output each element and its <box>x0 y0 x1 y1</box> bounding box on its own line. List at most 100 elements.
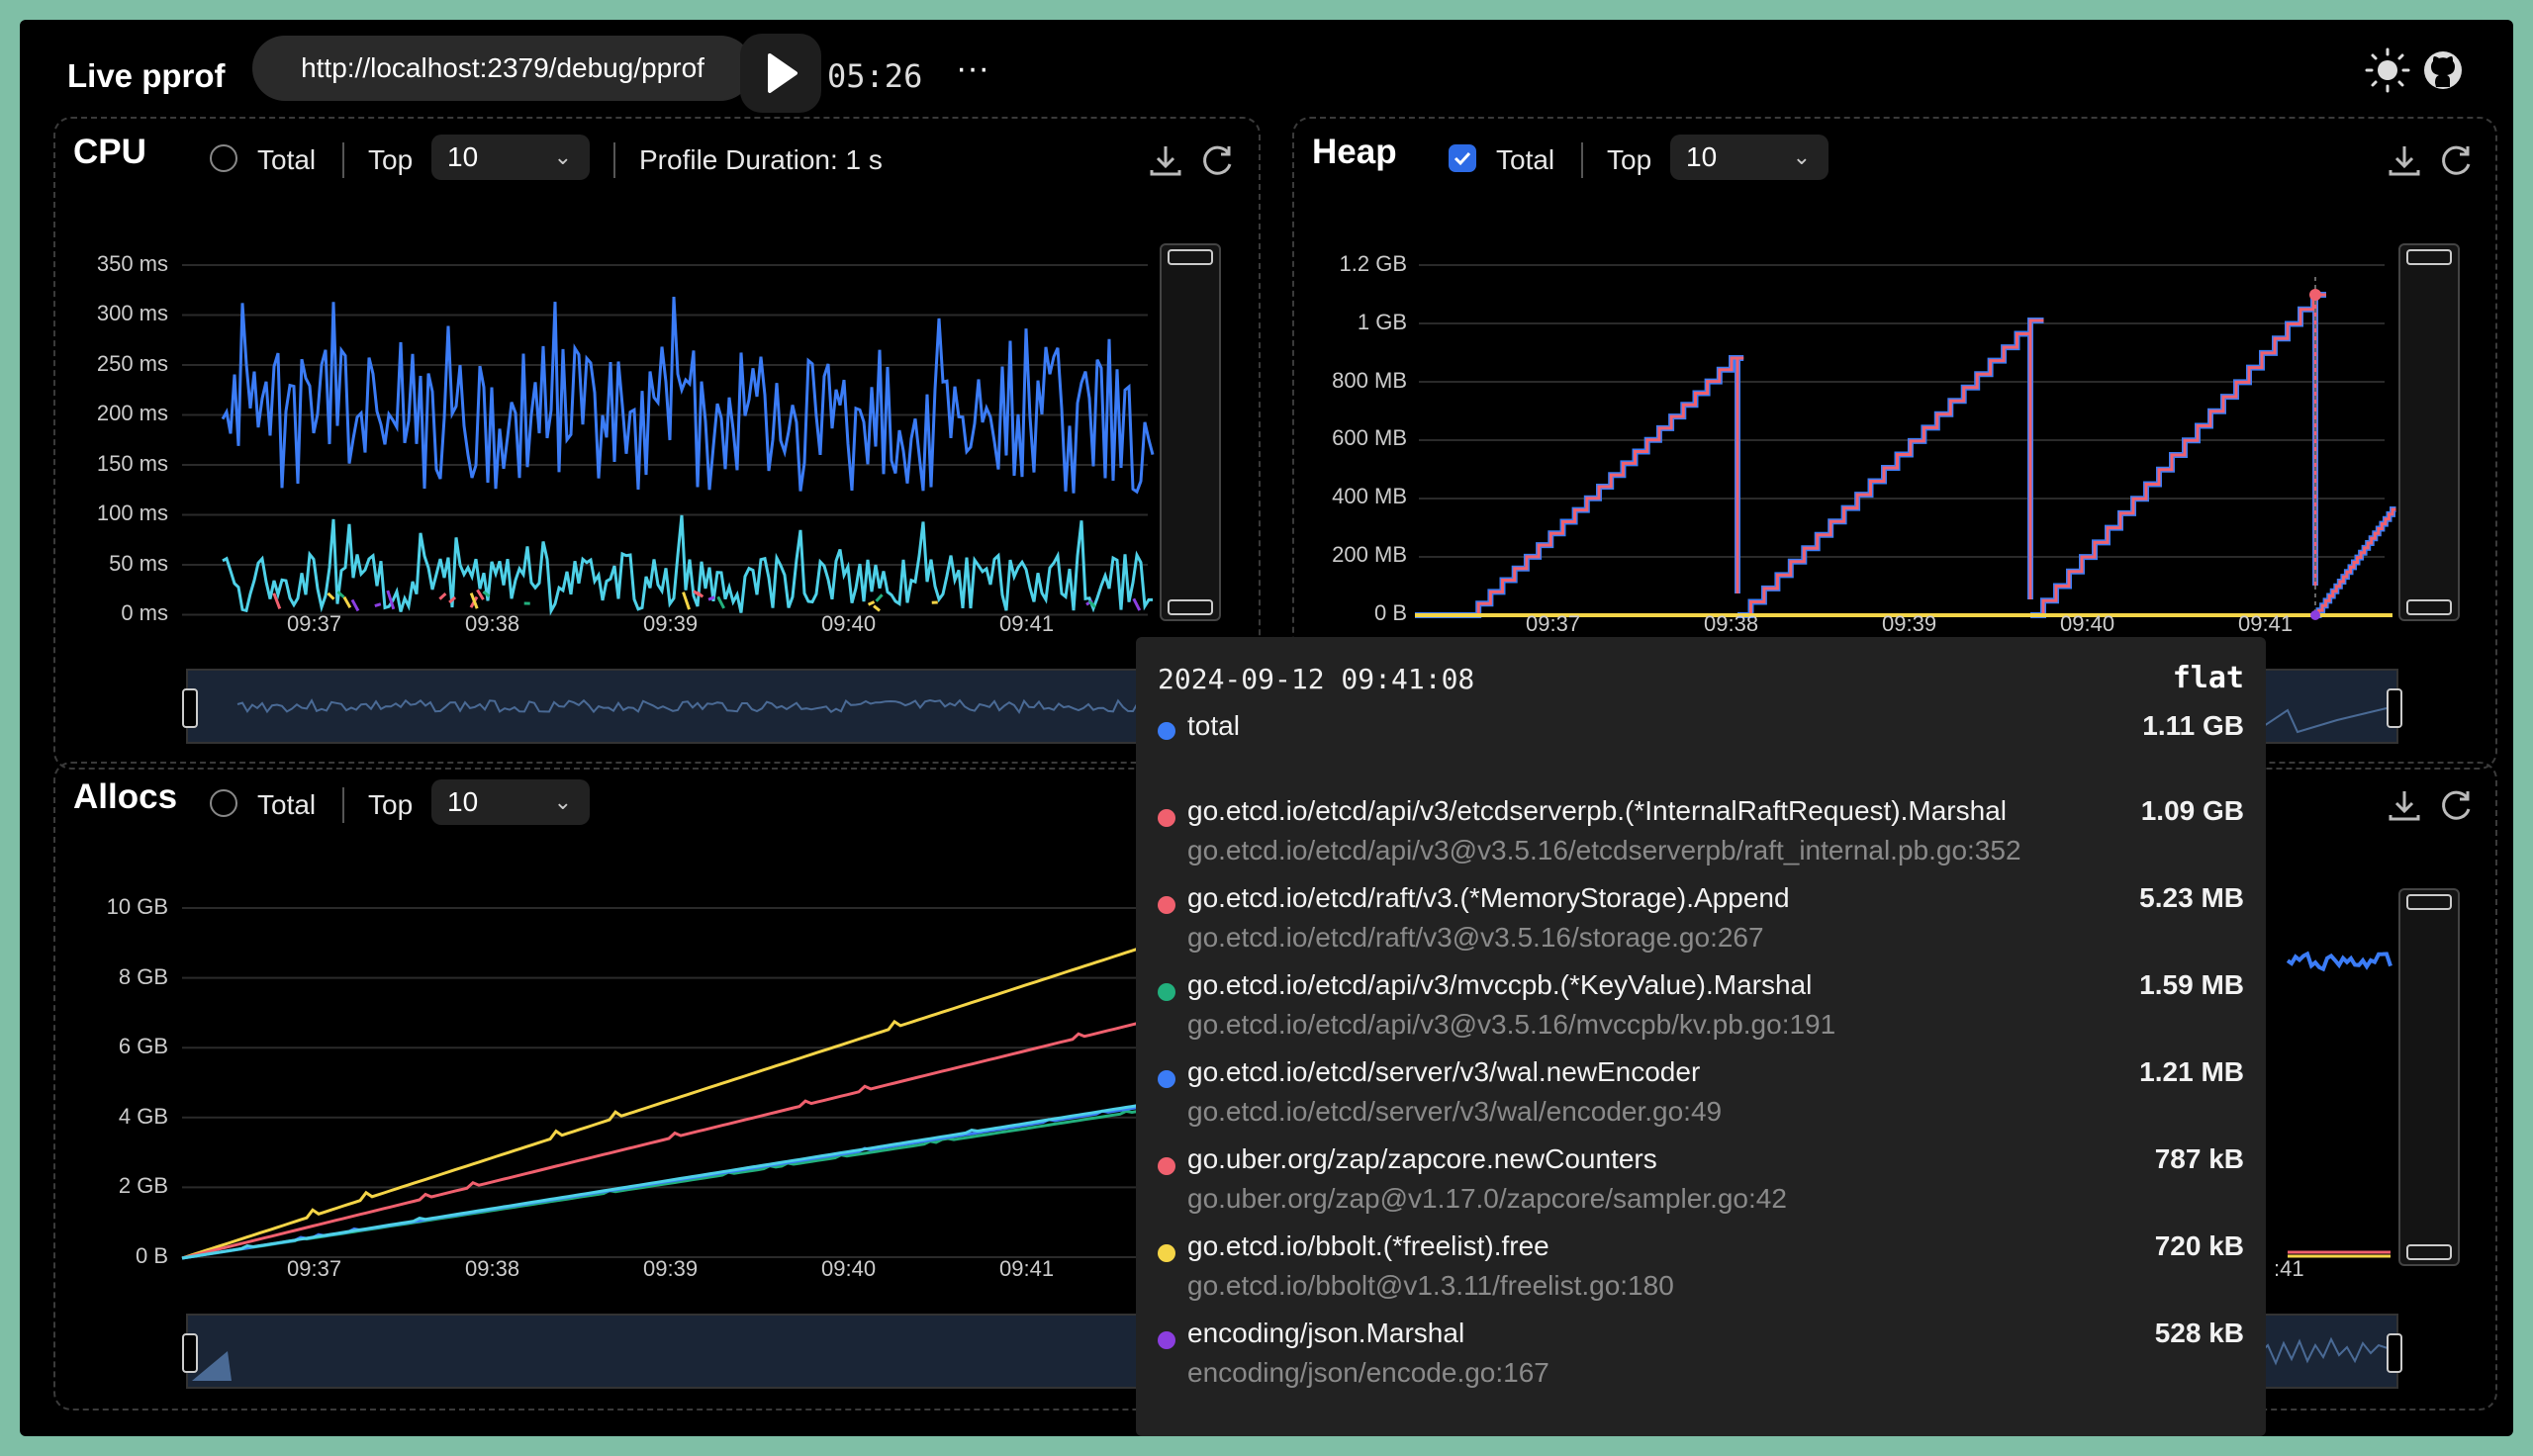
x-tick-label: 09:37 <box>1526 611 1581 636</box>
heap-series-line <box>1415 356 1744 617</box>
x-tick-label: 09:41 <box>999 611 1055 636</box>
heap-overview-sparkline <box>2257 707 2388 734</box>
cpu-minor-series-mark <box>1132 597 1142 611</box>
tooltip-source: go.etcd.io/etcd/api/v3@v3.5.16/etcdserve… <box>1187 835 2021 865</box>
tooltip-function: go.etcd.io/etcd/api/v3/etcdserverpb.(*In… <box>1187 795 2007 826</box>
more-menu-button[interactable]: ··· <box>956 49 989 87</box>
cpu-minor-series-mark <box>469 592 479 609</box>
series-dot <box>1158 983 1175 1001</box>
heap-y-axis: 1.2 GB 1 GB 800 MB 600 MB 400 MB 200 MB … <box>1296 237 1407 633</box>
allocs-y-zoom-slider[interactable] <box>2398 888 2460 1266</box>
chevron-down-icon: ⌄ <box>553 789 572 814</box>
refresh-icon[interactable] <box>2436 785 2476 825</box>
x-tick-label: 09:40 <box>821 1256 877 1281</box>
cpu-minor-series-mark <box>438 592 447 600</box>
tooltip-function: go.uber.org/zap/zapcore.newCounters <box>1187 1143 1657 1174</box>
tooltip-timestamp: 2024-09-12 09:41:08 <box>1158 663 1475 695</box>
cpu-minor-series-mark <box>707 595 715 601</box>
play-icon <box>768 53 797 93</box>
x-tick-label: 09:40 <box>821 611 877 636</box>
series-dot <box>1158 1070 1175 1088</box>
refresh-icon[interactable] <box>2436 140 2476 180</box>
cpu-minor-series-mark <box>374 602 382 608</box>
heap-x-range-slider[interactable] <box>2256 669 2402 744</box>
slider-handle-top[interactable] <box>2406 894 2452 910</box>
heap-top-select[interactable]: 10 ⌄ <box>1670 135 1829 180</box>
download-icon[interactable] <box>1146 140 1185 180</box>
allocs-chart <box>181 907 2392 1260</box>
cpu-profile-duration: Profile Duration: 1 s <box>639 144 883 175</box>
tooltip-value: 720 kB <box>2154 1230 2244 1261</box>
cpu-minor-series-mark <box>350 598 360 612</box>
y-tick-label: 800 MB <box>1332 368 1407 393</box>
tooltip-function: go.etcd.io/etcd/server/v3/wal.newEncoder <box>1187 1056 1701 1087</box>
y-tick-label: 100 ms <box>96 500 168 525</box>
slider-handle-bottom[interactable] <box>1168 599 1213 615</box>
x-tick-label: 09:39 <box>643 1256 699 1281</box>
range-handle-right[interactable] <box>2387 688 2402 728</box>
x-tick-label: 09:37 <box>287 611 342 636</box>
x-tick-label: 09:38 <box>1704 611 1759 636</box>
allocs-series-line <box>181 1020 1145 1260</box>
slider-handle-top[interactable] <box>1168 249 1213 265</box>
allocs-top-label: Top <box>368 789 414 820</box>
cpu-minor-series-mark <box>696 591 704 598</box>
allocs-top-select[interactable]: 10 ⌄ <box>431 779 590 825</box>
refresh-icon[interactable] <box>1197 140 1237 180</box>
cpu-chart <box>182 264 1155 616</box>
allocs-series-line <box>181 945 1145 1260</box>
tooltip-function: encoding/json.Marshal <box>1187 1318 1465 1348</box>
tooltip-item-row: go.etcd.io/etcd/api/v3/etcdserverpb.(*In… <box>1136 795 2266 878</box>
heap-series-line <box>1737 318 2044 617</box>
y-tick-label: 2 GB <box>118 1173 168 1198</box>
slider-handle-bottom[interactable] <box>2406 599 2452 615</box>
y-tick-label: 8 GB <box>118 964 168 989</box>
url-input[interactable]: http://localhost:2379/debug/pprof <box>252 36 753 101</box>
download-icon[interactable] <box>2385 785 2424 825</box>
y-tick-label: 50 ms <box>109 551 168 576</box>
y-tick-label: 400 MB <box>1332 484 1407 508</box>
y-tick-label: 200 MB <box>1332 542 1407 567</box>
slider-handle-top[interactable] <box>2406 249 2452 265</box>
heap-y-zoom-slider[interactable] <box>2398 243 2460 621</box>
cpu-total-checkbox[interactable] <box>210 144 237 172</box>
slider-handle-bottom[interactable] <box>2406 1244 2452 1260</box>
allocs-x-range-slider[interactable] <box>182 1314 1160 1389</box>
cpu-top-value: 10 <box>447 141 479 172</box>
cpu-series-line <box>221 297 1155 495</box>
hover-point <box>2310 610 2320 620</box>
series-dot <box>1158 1244 1175 1262</box>
divider <box>342 142 344 178</box>
x-tick-label: 09:38 <box>465 1256 520 1281</box>
cpu-y-zoom-slider[interactable] <box>1160 243 1221 621</box>
play-button[interactable] <box>740 34 821 113</box>
x-tick-label: 09:41 <box>999 1256 1055 1281</box>
allocs-total-checkbox[interactable] <box>210 789 237 817</box>
cpu-minor-series-mark <box>875 593 884 602</box>
tooltip-function: go.etcd.io/bbolt.(*freelist).free <box>1187 1230 1549 1261</box>
y-tick-label: 250 ms <box>96 351 168 376</box>
cpu-minor-series-mark <box>342 595 352 609</box>
heap-total-checkbox[interactable] <box>1449 144 1476 172</box>
github-link[interactable] <box>2412 40 2474 101</box>
y-tick-label: 350 ms <box>96 251 168 276</box>
download-icon[interactable] <box>2385 140 2424 180</box>
tooltip-item-row: go.etcd.io/etcd/raft/v3.(*MemoryStorage)… <box>1136 882 2266 965</box>
tooltip-source: encoding/json/encode.go:167 <box>1187 1357 1549 1388</box>
heap-total-label: Total <box>1496 144 1555 175</box>
range-handle-right[interactable] <box>2387 1333 2402 1373</box>
range-handle-left[interactable] <box>182 1333 198 1373</box>
theme-toggle-button[interactable] <box>2357 40 2418 101</box>
range-handle-left[interactable] <box>182 688 198 728</box>
series-dot <box>1158 809 1175 827</box>
tooltip-value: 5.23 MB <box>2139 882 2244 913</box>
allocs-x-range-slider-right[interactable] <box>2256 1314 2402 1389</box>
y-tick-label: 1 GB <box>1357 310 1407 334</box>
heap-series-line <box>2315 507 2396 617</box>
allocs-title: Allocs <box>73 777 178 816</box>
app-window: Live pprof http://localhost:2379/debug/p… <box>20 20 2513 1436</box>
cpu-x-range-slider[interactable] <box>182 669 1160 744</box>
cpu-total-label: Total <box>257 144 317 175</box>
tooltip-series-value: 1.11 GB <box>2142 710 2244 741</box>
cpu-top-select[interactable]: 10 ⌄ <box>431 135 590 180</box>
